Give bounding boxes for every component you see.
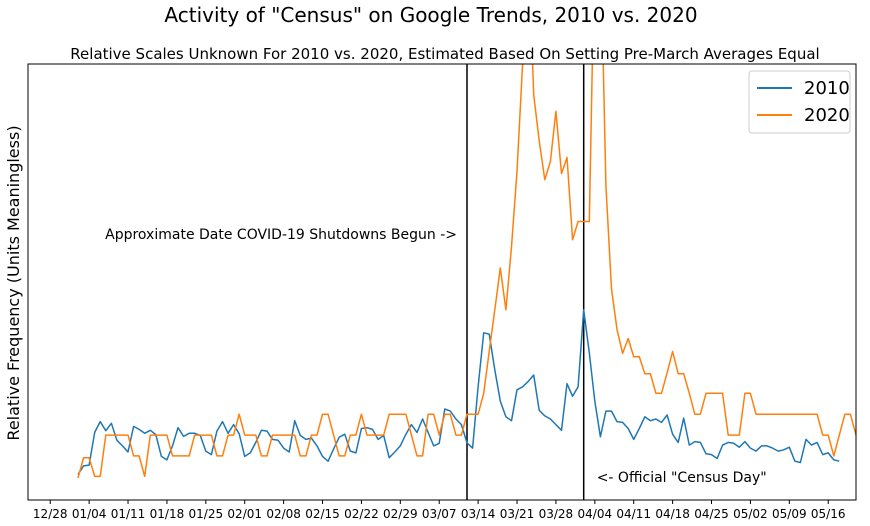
- x-tick-label: 03/21: [500, 507, 535, 521]
- y-axis-label: Relative Frequency (Units Meaningless): [4, 125, 23, 440]
- x-tick-label: 04/11: [616, 507, 651, 521]
- legend-label: 2010: [804, 78, 850, 99]
- x-tick-label: 04/25: [694, 507, 729, 521]
- x-tick-label: 01/18: [150, 507, 185, 521]
- legend: 2010 2020: [748, 70, 851, 134]
- reference-lines: [466, 64, 585, 500]
- x-tick-label: 01/11: [111, 507, 146, 521]
- x-tick-label: 05/09: [772, 507, 807, 521]
- x-tick-label: 01/25: [189, 507, 224, 521]
- annotations: Approximate Date COVID-19 Shutdowns Begu…: [105, 227, 767, 486]
- x-tick-label: 03/07: [422, 507, 457, 521]
- x-tick-label: 01/04: [72, 507, 107, 521]
- x-tick-label: 12/28: [33, 507, 68, 521]
- x-tick-label: 05/02: [733, 507, 768, 521]
- x-tick-label: 04/04: [578, 507, 613, 521]
- chart-title: Activity of "Census" on Google Trends, 2…: [164, 3, 697, 27]
- series-line-2010: [77, 309, 840, 476]
- chart-subtitle: Relative Scales Unknown For 2010 vs. 202…: [70, 45, 819, 63]
- x-tick-label: 05/16: [811, 507, 846, 521]
- annotation-text: Approximate Date COVID-19 Shutdowns Begu…: [105, 227, 457, 243]
- annotation-text: <- Official "Census Day": [597, 470, 767, 486]
- series-line-2020: [77, 64, 856, 479]
- legend-box: [748, 70, 851, 134]
- x-tick-label: 02/22: [344, 507, 379, 521]
- x-tick-label: 02/01: [227, 507, 262, 521]
- legend-label: 2020: [804, 105, 850, 126]
- x-tick-label: 03/28: [539, 507, 574, 521]
- x-tick-label: 04/18: [655, 507, 690, 521]
- x-tick-label: 02/29: [383, 507, 418, 521]
- x-axis: 12/28 01/04 01/11 01/18 01/25 02/01 02/08 02/15…: [33, 500, 846, 521]
- x-tick-label: 03/14: [461, 507, 496, 521]
- x-tick-label: 02/08: [266, 507, 301, 521]
- plot-frame: [27, 63, 857, 501]
- x-tick-label: 02/15: [305, 507, 340, 521]
- series-layer: [77, 64, 856, 479]
